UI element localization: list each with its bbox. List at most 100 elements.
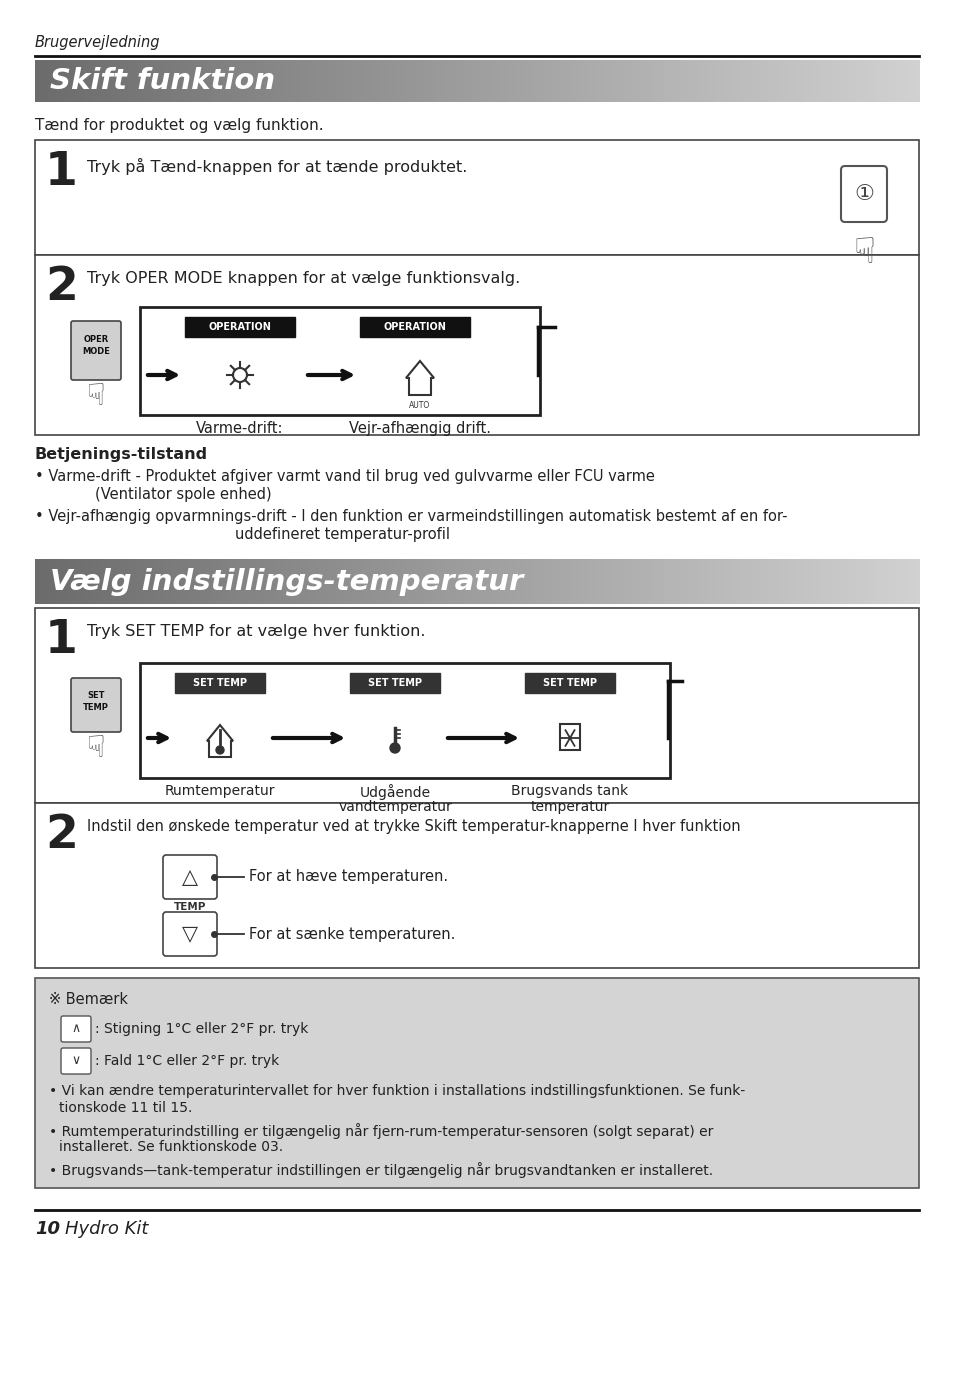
Bar <box>565 60 570 102</box>
Bar <box>252 559 256 603</box>
Text: Udgående: Udgående <box>359 784 430 799</box>
Bar <box>741 60 747 102</box>
Bar <box>455 60 460 102</box>
Bar <box>614 559 618 603</box>
Bar <box>852 559 857 603</box>
Bar <box>446 60 451 102</box>
Bar <box>892 60 897 102</box>
Bar <box>141 60 147 102</box>
Bar <box>847 60 853 102</box>
Bar <box>869 559 875 603</box>
Bar <box>71 60 75 102</box>
Bar <box>371 559 375 603</box>
FancyBboxPatch shape <box>163 855 216 899</box>
Polygon shape <box>406 361 434 395</box>
Bar <box>785 559 791 603</box>
Bar <box>760 559 764 603</box>
Bar <box>609 60 615 102</box>
Bar <box>777 559 782 603</box>
Bar <box>904 559 910 603</box>
Bar <box>481 559 486 603</box>
Bar <box>609 559 615 603</box>
Bar <box>901 60 905 102</box>
Text: OPERATION: OPERATION <box>383 322 446 332</box>
Bar <box>604 559 610 603</box>
Text: Brugervejledning: Brugervejledning <box>35 35 160 49</box>
Bar <box>193 60 199 102</box>
Bar <box>671 559 677 603</box>
Text: Varme-drift:: Varme-drift: <box>196 421 283 435</box>
Bar <box>591 559 597 603</box>
Bar <box>658 60 663 102</box>
Bar <box>371 60 375 102</box>
Bar <box>362 60 367 102</box>
Bar <box>490 60 496 102</box>
Bar <box>675 60 680 102</box>
Bar <box>359 316 470 337</box>
Bar <box>807 559 813 603</box>
Bar <box>39 60 45 102</box>
Bar <box>574 60 579 102</box>
Bar <box>772 60 778 102</box>
Bar <box>269 60 274 102</box>
Bar <box>287 60 292 102</box>
Bar <box>393 60 398 102</box>
Bar <box>326 559 332 603</box>
Bar <box>498 60 504 102</box>
Bar <box>684 559 689 603</box>
Bar <box>97 559 102 603</box>
Bar <box>711 60 716 102</box>
Bar <box>190 60 195 102</box>
Bar <box>684 60 689 102</box>
Bar <box>35 255 918 435</box>
Bar <box>415 559 420 603</box>
Bar <box>892 559 897 603</box>
Text: ∨: ∨ <box>71 1054 80 1067</box>
Bar <box>909 60 915 102</box>
Bar <box>49 60 53 102</box>
Bar <box>821 60 826 102</box>
Bar <box>781 60 786 102</box>
Bar <box>44 60 50 102</box>
Bar <box>61 60 67 102</box>
Bar <box>35 979 918 1189</box>
Bar <box>503 559 508 603</box>
Bar <box>436 559 442 603</box>
Bar <box>495 60 499 102</box>
Bar <box>763 60 769 102</box>
Bar <box>679 60 685 102</box>
Bar <box>339 60 345 102</box>
Text: • Brugsvands—tank-temperatur indstillingen er tilgængelig når brugsvandtanken er: • Brugsvands—tank-temperatur indstilling… <box>49 1162 713 1177</box>
Bar <box>66 559 71 603</box>
Bar <box>397 559 402 603</box>
Bar <box>384 60 389 102</box>
Text: • Vejr-afhængig opvarmnings-drift - I den funktion er varmeindstillingen automat: • Vejr-afhængig opvarmnings-drift - I de… <box>35 510 786 524</box>
Bar <box>317 559 323 603</box>
Bar <box>542 559 548 603</box>
Bar <box>485 60 491 102</box>
Bar <box>901 559 905 603</box>
Bar <box>230 559 234 603</box>
Bar <box>644 60 650 102</box>
Text: Tryk OPER MODE knappen for at vælge funktionsvalg.: Tryk OPER MODE knappen for at vælge funk… <box>87 272 519 286</box>
Text: SET TEMP: SET TEMP <box>368 678 421 687</box>
Bar <box>618 60 623 102</box>
Bar <box>556 60 561 102</box>
Bar <box>644 559 650 603</box>
FancyBboxPatch shape <box>71 321 121 379</box>
Bar <box>490 559 496 603</box>
Bar <box>388 60 394 102</box>
Bar <box>57 559 63 603</box>
Bar <box>596 559 601 603</box>
Bar <box>582 60 588 102</box>
FancyBboxPatch shape <box>71 678 121 732</box>
Bar <box>411 559 416 603</box>
Bar <box>679 559 685 603</box>
Bar <box>304 60 310 102</box>
Text: Skift funktion: Skift funktion <box>50 67 274 95</box>
Bar <box>35 804 918 967</box>
Circle shape <box>390 743 399 753</box>
Bar <box>247 559 253 603</box>
Bar <box>247 60 253 102</box>
Bar <box>882 559 888 603</box>
